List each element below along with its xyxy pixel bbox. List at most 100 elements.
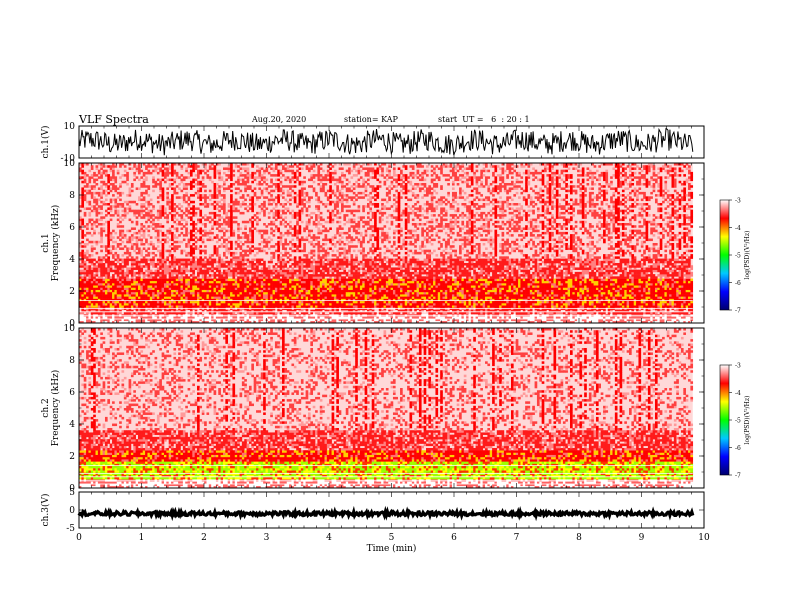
psd-cell (84, 272, 87, 275)
psd-cell (93, 279, 96, 282)
psd-cell (86, 174, 89, 177)
psd-cell (86, 232, 89, 235)
psd-cell (112, 241, 115, 244)
psd-cell (96, 243, 99, 246)
psd-cell (126, 296, 129, 299)
psd-cell (147, 287, 150, 290)
psd-cell (86, 279, 89, 282)
psd-cell (140, 194, 143, 197)
psd-cell (81, 181, 84, 184)
psd-cell (131, 247, 134, 250)
psd-cell (93, 207, 96, 210)
psd-cell (88, 270, 91, 273)
psd-cell (126, 276, 129, 279)
psd-cell (93, 287, 96, 290)
psd-cell (84, 179, 87, 182)
psd-cell (138, 301, 141, 304)
psd-cell (110, 176, 113, 179)
psd-cell (155, 265, 158, 268)
psd-cell (124, 292, 127, 295)
psd-cell (105, 199, 108, 202)
psd-cell (147, 216, 150, 219)
psd-cell (103, 259, 106, 262)
psd-cell (126, 203, 129, 206)
psd-cell (93, 179, 96, 182)
psd-cell (96, 210, 99, 213)
psd-cell (119, 205, 122, 208)
psd-cell (81, 221, 84, 224)
psd-cell (91, 272, 94, 275)
psd-cell (138, 312, 141, 315)
psd-cell (81, 312, 84, 315)
psd-cell (86, 259, 89, 262)
psd-cell (143, 203, 146, 206)
psd-cell (119, 294, 122, 297)
psd-cell (157, 274, 160, 277)
psd-cell (145, 290, 148, 293)
psd-cell (143, 236, 146, 239)
psd-cell (107, 263, 110, 266)
psd-cell (105, 270, 108, 273)
psd-cell (119, 303, 122, 306)
psd-cell (103, 192, 106, 195)
psd-cell (140, 183, 143, 186)
psd-cell (96, 294, 99, 297)
psd-cell (84, 292, 87, 295)
psd-cell (100, 261, 103, 264)
psd-cell (133, 210, 136, 213)
psd-cell (107, 192, 110, 195)
psd-cell (138, 165, 141, 168)
psd-cell (124, 259, 127, 262)
psd-cell (143, 296, 146, 299)
psd-cell (98, 265, 101, 268)
psd-cell (150, 316, 153, 319)
psd-cell (117, 301, 120, 304)
psd-cell (84, 185, 87, 188)
psd-cell (138, 261, 141, 264)
psd-cell (140, 225, 143, 228)
psd-cell (140, 241, 143, 244)
psd-cell (114, 281, 117, 284)
psd-cell (117, 281, 120, 284)
psd-cell (107, 283, 110, 286)
psd-cell (117, 261, 120, 264)
psd-cell (86, 207, 89, 210)
psd-cell (88, 287, 91, 290)
psd-cell (129, 279, 132, 282)
psd-cell (131, 236, 134, 239)
psd-cell (100, 205, 103, 208)
psd-cell (91, 301, 94, 304)
psd-cell (98, 294, 101, 297)
psd-cell (81, 254, 84, 257)
psd-cell (150, 243, 153, 246)
psd-cell (143, 230, 146, 233)
psd-cell (150, 212, 153, 215)
psd-cell (143, 276, 146, 279)
psd-cell (145, 241, 148, 244)
psd-cell (81, 303, 84, 306)
psd-cell (100, 223, 103, 226)
psd-cell (126, 250, 129, 253)
psd-cell (133, 179, 136, 182)
psd-cell (145, 221, 148, 224)
psd-cell (114, 294, 117, 297)
psd-cell (121, 219, 124, 222)
psd-cell (140, 312, 143, 315)
psd-cell (131, 267, 134, 270)
psd-cell (124, 296, 127, 299)
psd-cell (121, 281, 124, 284)
psd-cell (126, 241, 129, 244)
psd-cell (150, 203, 153, 206)
psd-cell (93, 232, 96, 235)
psd-cell (126, 279, 129, 282)
psd-cell (107, 174, 110, 177)
psd-cell (105, 301, 108, 304)
psd-cell (105, 285, 108, 288)
psd-cell (119, 272, 122, 275)
psd-cell (93, 276, 96, 279)
psd-cell (152, 252, 155, 255)
psd-cell (88, 296, 91, 299)
psd-cell (91, 290, 94, 293)
psd-cell (88, 179, 91, 182)
psd-cell (147, 279, 150, 282)
